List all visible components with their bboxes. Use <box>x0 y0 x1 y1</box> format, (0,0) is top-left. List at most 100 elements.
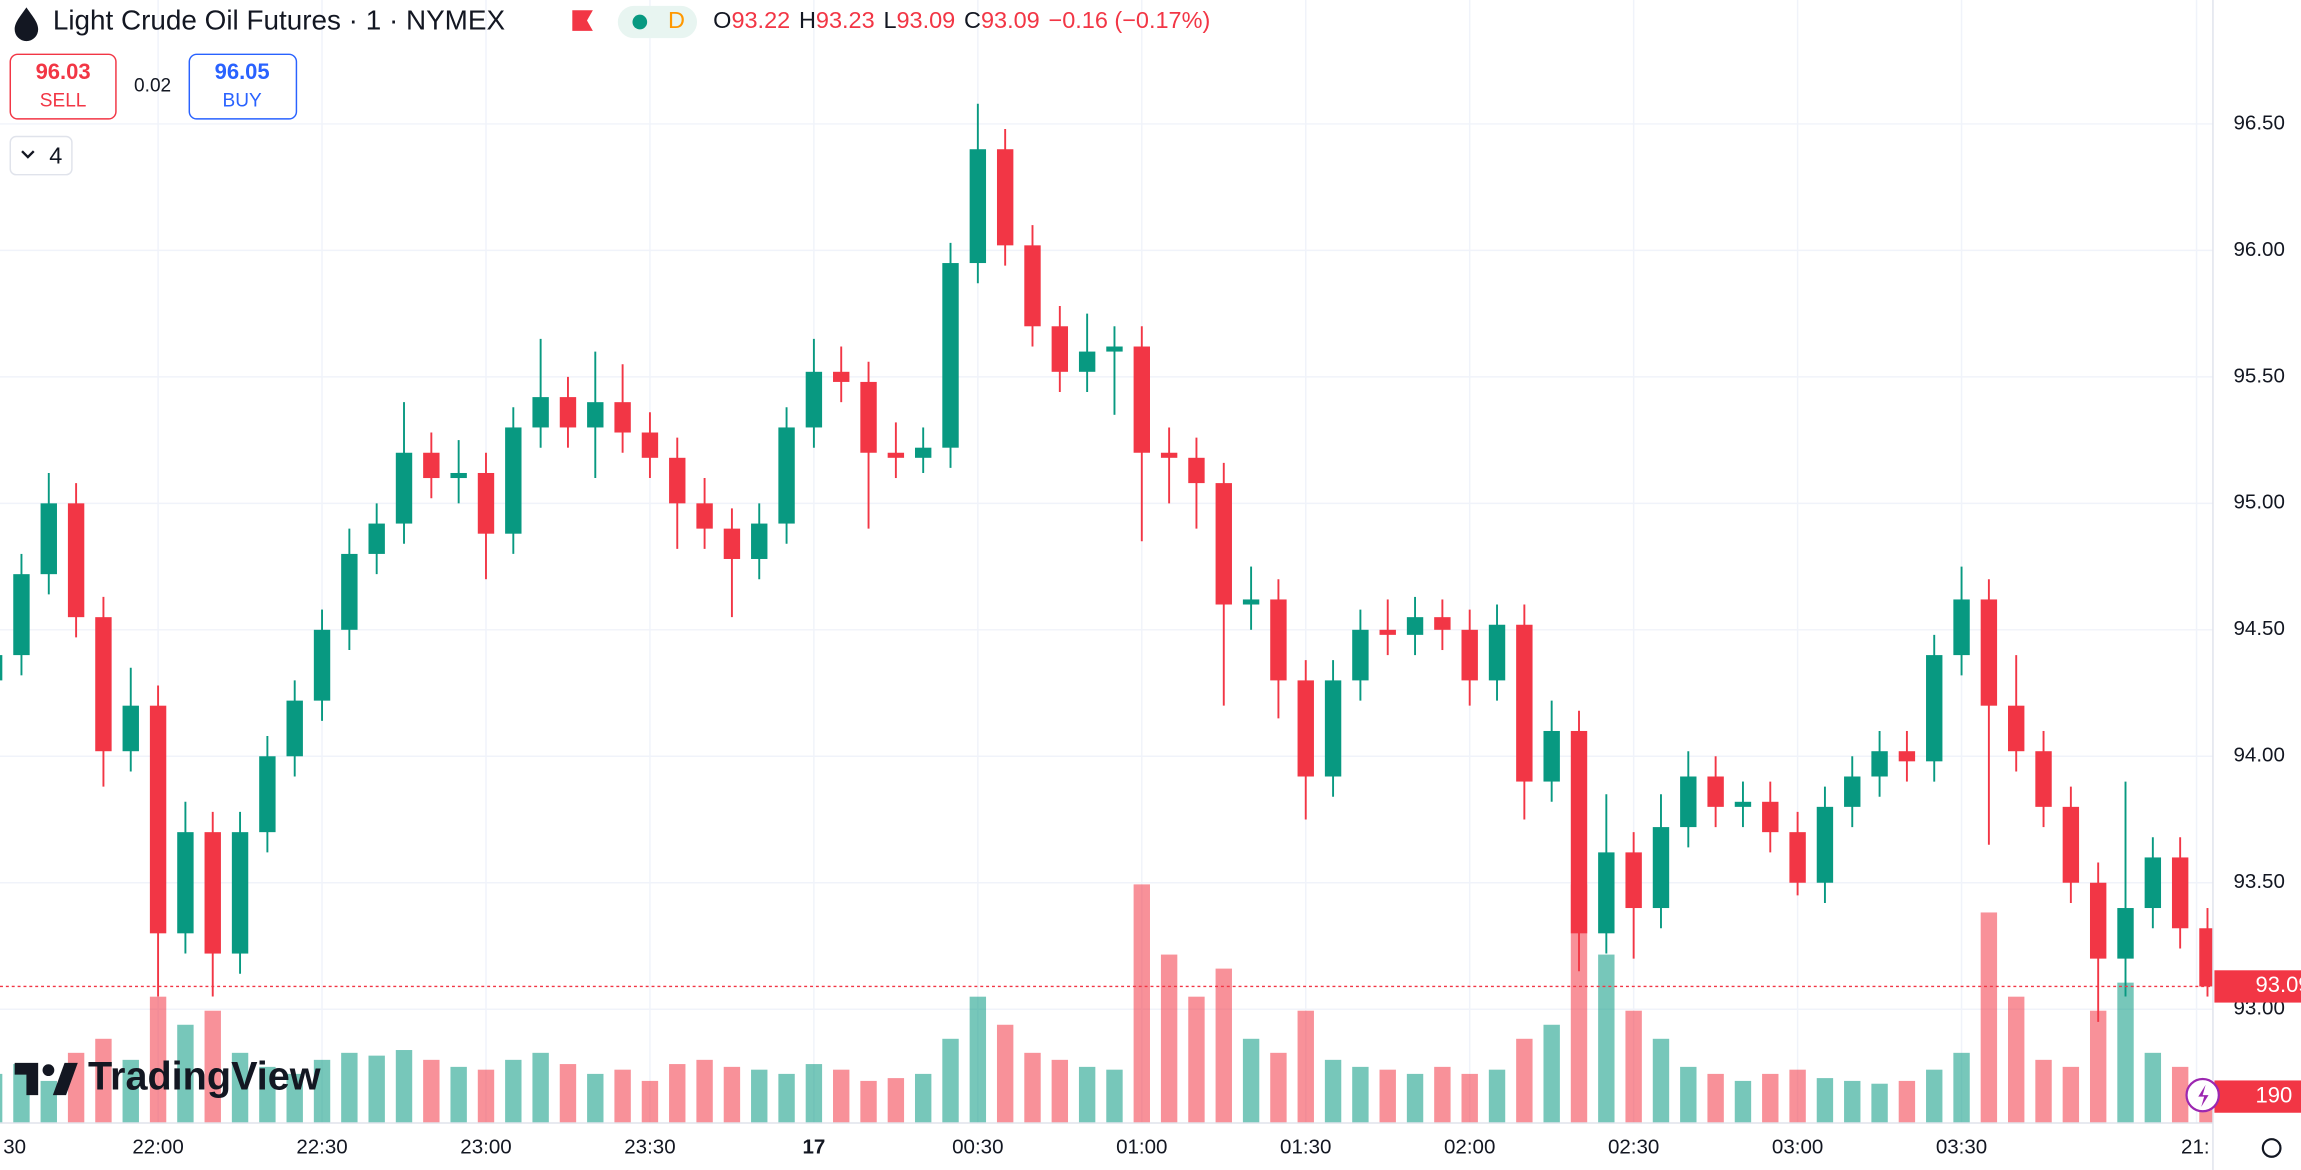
candle-body <box>969 149 987 264</box>
y-tick-label: 96.00 <box>2233 238 2284 261</box>
market-open-dot <box>632 14 648 30</box>
volume-bar <box>313 1059 331 1124</box>
sell-label: SELL <box>40 90 87 111</box>
candle-body <box>1188 457 1205 484</box>
candle-body <box>1707 776 1724 807</box>
candle-body <box>1133 346 1150 453</box>
volume-bar <box>1980 912 1998 1124</box>
volume-bar <box>1434 1066 1451 1124</box>
candle-body <box>1406 617 1424 635</box>
volume-bar <box>587 1073 604 1124</box>
candle-body <box>1926 655 1943 762</box>
buy-button[interactable] <box>188 53 298 120</box>
volume-bar <box>2089 1010 2107 1124</box>
candle-body <box>1543 730 1560 782</box>
candle-body <box>2144 857 2162 909</box>
volume-bar <box>477 1069 495 1124</box>
flag-icon[interactable] <box>572 10 593 31</box>
candle-body <box>2117 908 2134 959</box>
volume-bar <box>286 1073 303 1124</box>
settings-icon[interactable] <box>2261 1138 2282 1158</box>
volume-bar <box>1625 1010 1642 1124</box>
volume-bar <box>1242 1038 1260 1124</box>
candle-body <box>231 832 249 954</box>
volume-bar <box>1680 1066 1697 1124</box>
candle-body <box>1297 680 1314 777</box>
x-tick-label: 00:30 <box>952 1135 1003 1158</box>
x-tick-label: 23:30 <box>624 1135 675 1158</box>
volume-bar <box>696 1059 713 1124</box>
candle-body <box>1270 599 1287 681</box>
volume-bar <box>1734 1080 1752 1124</box>
candle-body <box>641 432 659 458</box>
volume-bar <box>368 1055 385 1124</box>
change: −0.16 (−0.17%) <box>1049 7 1211 33</box>
symbol-title[interactable]: Light Crude Oil Futures · 1 · NYMEX <box>53 4 505 35</box>
volume-bar <box>259 1066 276 1124</box>
x-tick-label: 01:30 <box>1280 1135 1331 1158</box>
volume-bar <box>1926 1069 1943 1124</box>
candle-body <box>1762 801 1779 833</box>
volume-bar <box>177 1024 194 1124</box>
candle-body <box>778 427 795 524</box>
candle-body <box>751 523 768 559</box>
candle-body <box>95 617 112 752</box>
volume-bar <box>1024 1052 1041 1124</box>
candle-body <box>259 756 276 833</box>
volume-bar <box>0 1073 3 1124</box>
last-price-label: 93.09 <box>2256 972 2301 997</box>
candle-body <box>477 472 495 534</box>
candle-body <box>341 553 358 630</box>
buy-label: BUY <box>223 90 262 111</box>
candle-body <box>669 457 686 504</box>
candle-body <box>1844 776 1861 807</box>
candle-body <box>1980 599 1998 706</box>
volume-bar <box>1488 1069 1506 1124</box>
candle-body <box>1160 452 1178 458</box>
volume-bar <box>1652 1038 1670 1124</box>
volume-bar <box>505 1059 522 1124</box>
volume-bar <box>341 1052 358 1124</box>
candle-body <box>1570 730 1588 934</box>
y-tick-label: 94.00 <box>2233 744 2284 767</box>
volume-bar <box>887 1078 905 1124</box>
candle-body <box>1434 617 1451 630</box>
candle-body <box>696 503 713 529</box>
candle-body <box>1734 801 1752 807</box>
volume-bar <box>1270 1052 1287 1124</box>
candle-body <box>313 629 331 701</box>
candle-body <box>2171 857 2189 929</box>
buy-price: 96.05 <box>215 59 270 84</box>
candle-body <box>559 397 577 428</box>
x-tick-label: 21: <box>2181 1135 2210 1158</box>
volume-bar <box>1898 1080 1916 1124</box>
candle-body <box>2062 806 2080 883</box>
volume-bar <box>450 1066 467 1124</box>
candle-body <box>1652 827 1670 909</box>
candle-body <box>1789 832 1806 883</box>
volume-bar <box>2035 1059 2052 1124</box>
volume-bar <box>1324 1059 1342 1124</box>
candle-body <box>996 149 1014 246</box>
x-tick-label: 03:30 <box>1936 1135 1987 1158</box>
volume-bar <box>2144 1052 2162 1124</box>
y-tick-label: 93.50 <box>2233 870 2284 893</box>
volume-bar <box>942 1038 959 1124</box>
candle-body <box>368 523 385 554</box>
candle-body <box>914 447 932 458</box>
volume-bar <box>1543 1024 1560 1124</box>
candle-body <box>0 655 3 681</box>
candle-body <box>1352 629 1369 681</box>
sell-button[interactable] <box>9 53 117 120</box>
candle-body <box>122 705 139 752</box>
candle-body <box>587 402 604 428</box>
status-pill[interactable] <box>617 5 698 39</box>
candle-body <box>2008 705 2025 752</box>
candle-body <box>614 402 631 433</box>
candle-body <box>1488 624 1506 681</box>
volume-bar <box>1707 1073 1724 1124</box>
candle-body <box>1024 245 1041 327</box>
indicators-toggle[interactable] <box>9 135 73 176</box>
volume-bar <box>860 1080 877 1124</box>
